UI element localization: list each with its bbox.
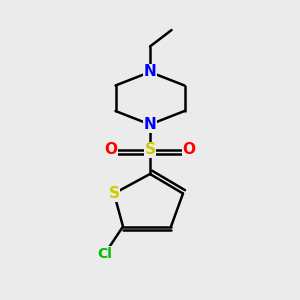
Text: S: S (145, 142, 155, 158)
Text: O: O (182, 142, 196, 158)
Text: N: N (144, 117, 156, 132)
Text: N: N (144, 64, 156, 80)
Text: Cl: Cl (98, 247, 112, 260)
Text: O: O (104, 142, 118, 158)
Text: S: S (109, 186, 119, 201)
